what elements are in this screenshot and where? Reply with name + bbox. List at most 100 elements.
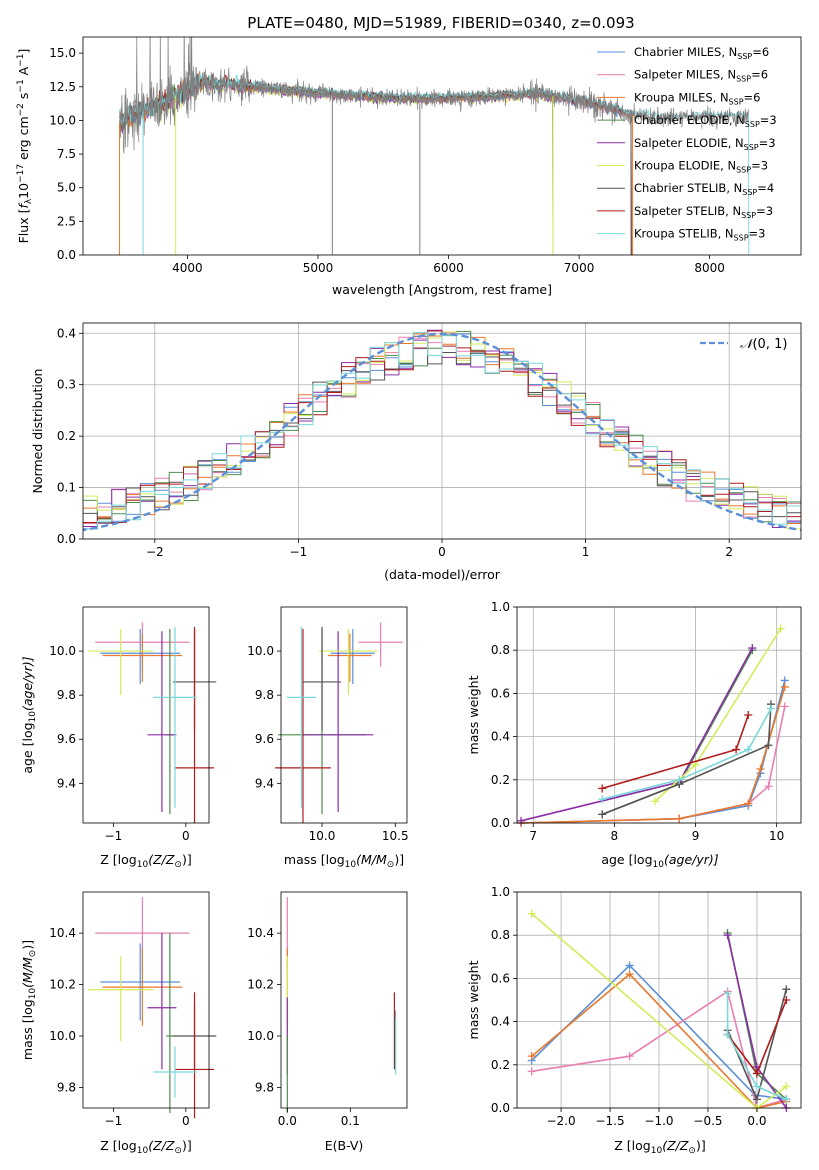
marker-kroupa_stelib — [598, 795, 607, 804]
histogram-xlabel: (data-model)/error — [384, 567, 501, 582]
legend-sub: SSP — [741, 211, 756, 220]
marker-salpeter_elodie — [748, 644, 757, 653]
x-tick-label: 8 — [611, 829, 619, 843]
legend-value: =6 — [744, 90, 761, 104]
legend-label-chabrier_miles: Chabrier MILES, NSSP=6 — [634, 45, 769, 61]
age-vs-metallicity-ylabel: age [log10(age/yr)] — [20, 656, 38, 773]
legend-name: Kroupa STELIB, N — [634, 227, 734, 241]
line-kroupa_stelib — [602, 708, 772, 800]
marker-salpeter_stelib — [752, 1069, 761, 1078]
mass-vs-metallicity-ticks: −1 0 9.8 10.0 10.2 10.4 — [49, 926, 189, 1128]
marker-salpeter_miles — [764, 782, 773, 791]
marker-kroupa_stelib — [723, 1030, 732, 1039]
line-kroupa_stelib — [726, 993, 787, 1101]
y-tick-label: 10.4 — [49, 926, 76, 940]
marker-kroupa_stelib — [782, 1095, 791, 1104]
line-chabrier_stelib — [601, 704, 772, 816]
massweight-vs-age-frame — [516, 606, 802, 824]
y-tick-label: 0.4 — [491, 1015, 510, 1029]
y-tick-label: 10.2 — [49, 978, 76, 992]
y-tick-label: 0.8 — [491, 643, 510, 657]
y-tick-label: 0.0 — [491, 816, 510, 830]
legend-name: Chabrier ELODIE, N — [634, 113, 745, 127]
y-tick-label: 0.1 — [57, 481, 76, 495]
y-tick-label: 9.8 — [57, 1080, 76, 1094]
marker-chabrier_stelib — [752, 1095, 761, 1104]
legend-value: =6 — [752, 45, 769, 59]
massweight-vs-age-ylabel: mass weight — [466, 675, 481, 754]
legend-sub: SSP — [742, 188, 757, 197]
y-tick-label: 10.0 — [247, 644, 274, 658]
legend-name: Kroupa MILES, N — [634, 90, 729, 104]
marker-salpeter_stelib — [598, 784, 607, 793]
x-tick-label: 10.0 — [309, 829, 336, 843]
y-tick-label: 0.2 — [491, 1058, 510, 1072]
massweight-vs-age-xlabel: age [log10(age/yr)] — [601, 852, 718, 870]
marker-chabrier_miles — [625, 961, 634, 970]
y-tick-label: 0.4 — [491, 730, 510, 744]
marker-kroupa_stelib — [675, 775, 684, 784]
y-tick-label: 1.0 — [491, 600, 510, 614]
marker-chabrier_stelib — [598, 810, 607, 819]
legend-value: =3 — [760, 113, 777, 127]
legend-name: Salpeter STELIB, N — [634, 204, 741, 218]
marker-kroupa_stelib — [744, 745, 753, 754]
gaussian-legend-label: 𝒩(0, 1) — [740, 337, 787, 352]
x-tick-label: 8000 — [694, 261, 725, 275]
legend-label-kroupa_miles: Kroupa MILES, NSSP=6 — [634, 90, 760, 106]
spectrum-panel: PLATE=0480, MJD=51989, FIBERID=0340, z=0… — [16, 14, 802, 297]
legend-sub: SSP — [736, 75, 751, 84]
legend-label-salpeter_stelib: Salpeter STELIB, NSSP=3 — [634, 204, 773, 220]
legend-value: =3 — [751, 159, 768, 173]
legend-value: =4 — [757, 181, 774, 195]
y-tick-label: 1.0 — [491, 885, 510, 899]
age-vs-metallicity-plot — [88, 622, 217, 823]
massweight-vs-age-panel: 7 8 9 10 0.0 0.2 0.4 0.6 0.8 1.0 age [log10(age/y… — [466, 600, 802, 870]
marker-kroupa_miles — [675, 814, 684, 823]
marker-salpeter_stelib — [732, 745, 741, 754]
y-tick-label: 0.2 — [491, 773, 510, 787]
age-vs-mass-panel: 10.0 10.5 9.4 9.6 9.8 10.0 mass [log10(M/M⊙)] — [247, 606, 409, 870]
age-vs-metallicity-panel: −1 0 9.4 9.6 9.8 10.0 Z [log10(Z/Z⊙)] age [lo… — [20, 606, 217, 870]
legend-value: =3 — [759, 136, 776, 150]
y-tick-label: 0.3 — [57, 378, 76, 392]
massweight-vs-metallicity-xlabel: Z [log10(Z/Z⊙)] — [614, 1138, 705, 1156]
legend-value: =3 — [749, 227, 766, 241]
marker-chabrier_stelib — [764, 741, 773, 750]
x-tick-label: 7 — [529, 829, 537, 843]
mass-vs-metallicity-frame — [82, 891, 210, 1109]
mass-vs-metallicity-ylabel: mass [log10(M/M⊙)] — [20, 940, 38, 1060]
marker-kroupa_elodie — [776, 624, 785, 633]
massweight-vs-metallicity-plot — [527, 909, 791, 1112]
y-tick-label: 0.0 — [491, 1101, 510, 1115]
y-tick-label: 7.5 — [57, 147, 76, 161]
x-tick-label: 10 — [769, 829, 784, 843]
age-vs-mass-xlabel: mass [log10(M/M⊙)] — [284, 852, 404, 870]
mass-vs-metallicity-xlabel: Z [log10(Z/Z⊙)] — [100, 1138, 191, 1156]
y-tick-label: 9.8 — [57, 688, 76, 702]
legend-sub: SSP — [729, 97, 744, 106]
histogram-ylabel: Normed distribution — [30, 369, 45, 494]
marker-kroupa_elodie — [527, 909, 536, 918]
legend-sub: SSP — [737, 52, 752, 61]
legend-label-chabrier_elodie: Chabrier ELODIE, NSSP=3 — [634, 113, 777, 129]
marker-salpeter_stelib — [744, 711, 753, 719]
y-tick-label: 9.8 — [255, 688, 274, 702]
y-tick-label: 10.0 — [247, 1029, 274, 1043]
legend-name: Chabrier MILES, N — [634, 45, 737, 59]
mass-vs-ebv-frame — [280, 891, 408, 1109]
x-tick-label: 10.5 — [382, 829, 409, 843]
massweight-vs-age-plot — [517, 624, 789, 827]
histogram-ticks: −2 −1 0 1 2 0.0 0.1 0.2 0.3 0.4 — [57, 326, 733, 559]
massweight-vs-age-ticks: 7 8 9 10 0.0 0.2 0.4 0.6 0.8 1.0 — [491, 600, 784, 843]
marker-salpeter_miles — [780, 702, 789, 711]
y-tick-label: 9.4 — [255, 776, 274, 790]
histogram-kroupa_stelib — [83, 331, 801, 530]
marker-kroupa_miles — [780, 682, 789, 691]
y-tick-label: 5.0 — [57, 181, 76, 195]
x-tick-label: 2 — [725, 545, 733, 559]
y-tick-label: 0.6 — [491, 971, 510, 985]
legend-label-chabrier_stelib: Chabrier STELIB, NSSP=4 — [634, 181, 774, 197]
age-vs-metallicity-xlabel: Z [log10(Z/Z⊙)] — [100, 852, 191, 870]
